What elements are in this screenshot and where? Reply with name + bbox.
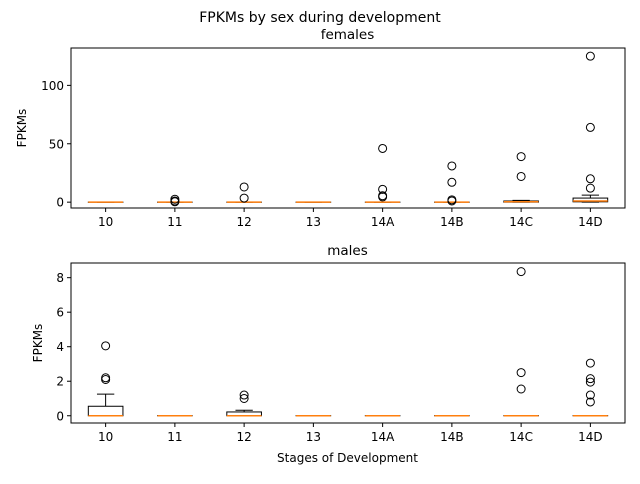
flier-point (517, 153, 525, 161)
y-tick-label-females: 0 (56, 196, 64, 210)
figure-suptitle: FPKMs by sex during development (199, 10, 441, 26)
x-tick-label-females: 14D (578, 215, 603, 229)
flier-point (586, 52, 594, 60)
y-tick-label-males: 0 (56, 409, 64, 423)
x-tick-label-females: 14C (509, 215, 533, 229)
axes-frame-males (71, 263, 625, 423)
box-10 (88, 406, 123, 415)
flier-point (448, 178, 456, 186)
x-tick-label-males: 10 (98, 430, 113, 444)
flier-point (517, 268, 525, 276)
x-tick-label-males: 12 (236, 430, 251, 444)
x-tick-label-males: 14C (509, 430, 533, 444)
flier-point (517, 172, 525, 180)
flier-point (379, 144, 387, 152)
panel-males: males FPKMs Stages of Development 0 2 4 6 8 1… (31, 243, 625, 465)
x-tick-label-males: 14A (371, 430, 395, 444)
x-tick-label-females: 14A (371, 215, 395, 229)
flier-point (586, 359, 594, 367)
x-tick-label-males: 11 (167, 430, 182, 444)
flier-point (102, 376, 110, 384)
x-tick-label-females: 11 (167, 215, 182, 229)
x-axis-label: Stages of Development (277, 451, 418, 465)
x-tick-label-females: 10 (98, 215, 113, 229)
y-tick-label-females: 100 (41, 79, 64, 93)
flier-point (586, 175, 594, 183)
x-tick-label-males: 13 (306, 430, 321, 444)
y-tick-label-males: 2 (56, 375, 64, 389)
flier-point (517, 385, 525, 393)
flier-point (586, 123, 594, 131)
y-tick-label-females: 50 (49, 137, 64, 151)
flier-point (102, 374, 110, 382)
x-tick-label-males: 14D (578, 430, 603, 444)
panel-marks-males: 0 2 4 6 8 10 11 12 13 14A 14B 14C 14D (56, 268, 607, 444)
y-axis-label-males: FPKMs (31, 324, 45, 363)
x-tick-label-males: 14B (440, 430, 464, 444)
flier-point (586, 184, 594, 192)
axes-frame-females (71, 48, 625, 208)
y-tick-label-males: 6 (56, 306, 64, 320)
x-tick-label-females: 12 (236, 215, 251, 229)
x-tick-label-females: 13 (306, 215, 321, 229)
y-tick-label-males: 8 (56, 271, 64, 285)
panel-marks-females: 0 50 100 10 11 12 13 14A 14B 14C 14D (41, 52, 608, 229)
flier-point (240, 194, 248, 202)
y-tick-label-males: 4 (56, 340, 64, 354)
x-tick-label-females: 14B (440, 215, 464, 229)
panel-title-females: females (321, 27, 375, 43)
flier-point (102, 342, 110, 350)
panel-females: females FPKMs 0 50 100 10 11 12 13 14A 14B 14C 14D (15, 27, 625, 229)
flier-point (448, 162, 456, 170)
y-axis-label-females: FPKMs (15, 109, 29, 148)
flier-point (240, 183, 248, 191)
panel-title-males: males (327, 243, 368, 259)
flier-point (517, 369, 525, 377)
